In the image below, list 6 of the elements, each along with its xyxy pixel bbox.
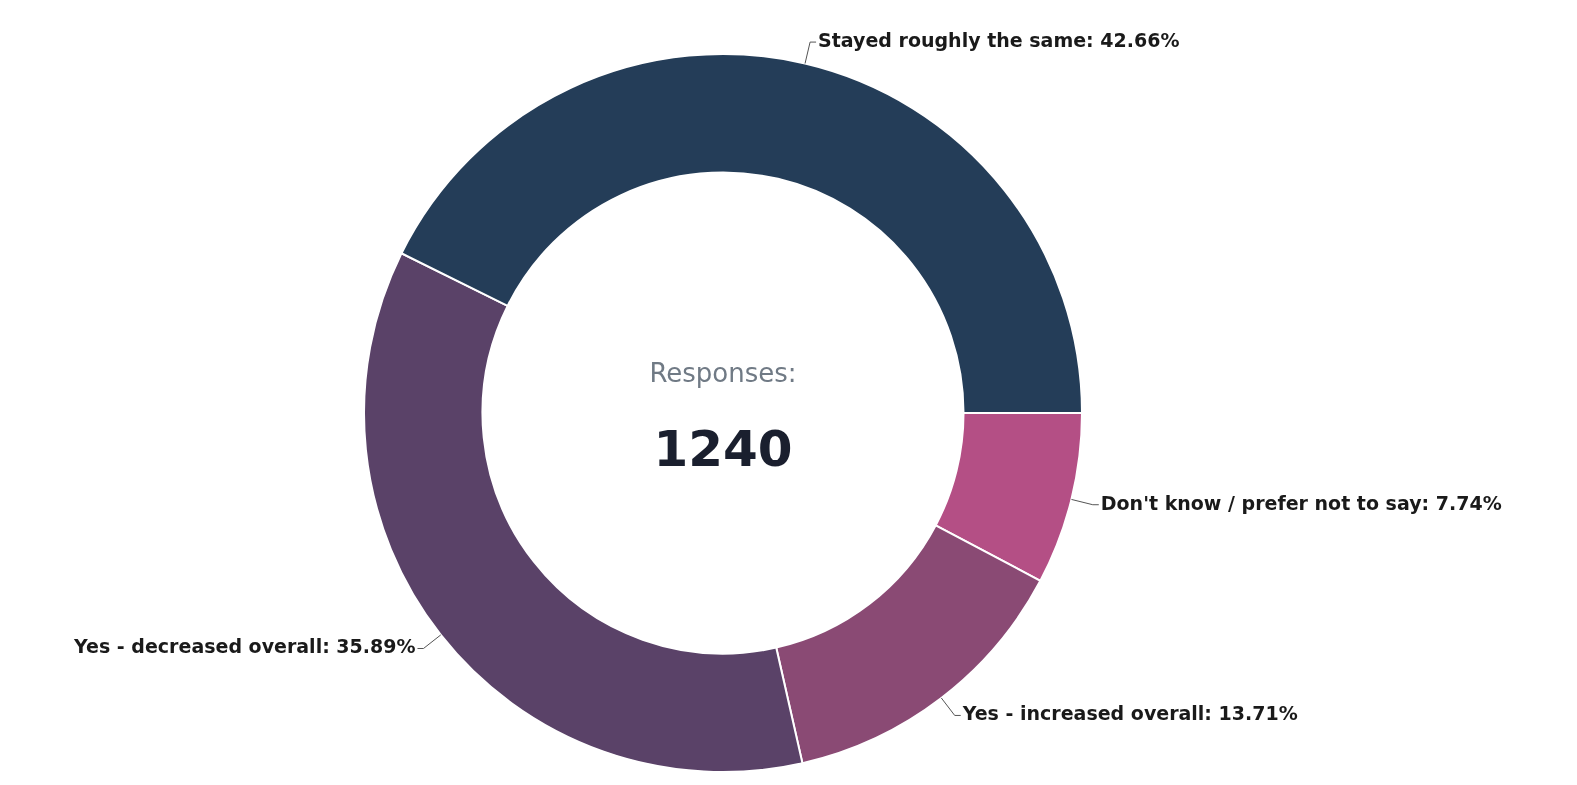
text: 1240 [653, 419, 793, 478]
slice-label: Yes - decreased overall: 35.89% [73, 635, 416, 658]
slice-label: Stayed roughly the same: 42.66% [818, 29, 1180, 52]
slice-label: Don't know / prefer not to say: 7.74% [1100, 491, 1502, 514]
text: Responses: [649, 357, 797, 388]
slice-label: Yes - increased overall: 13.71% [961, 702, 1298, 725]
